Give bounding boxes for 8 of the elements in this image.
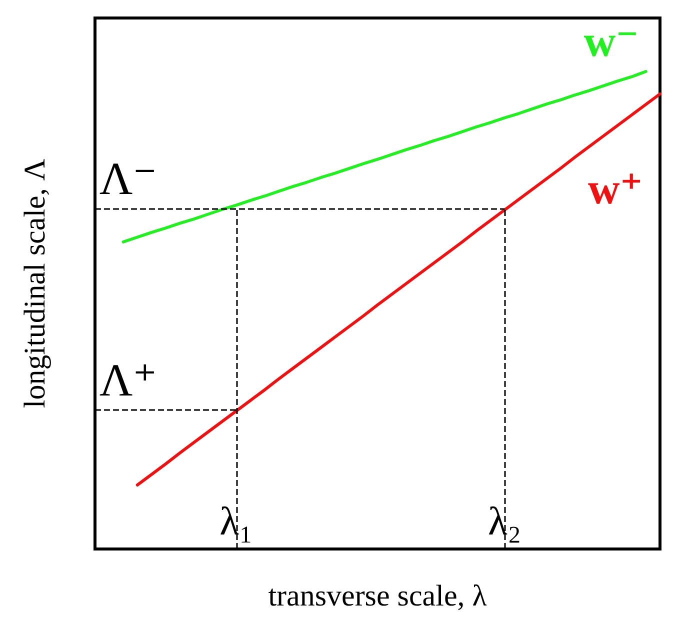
- x-tick-label: λ₂: [488, 498, 522, 544]
- y-axis-title: longitudinal scale, Λ: [18, 158, 52, 408]
- ref-line-label: Λ⁺: [99, 354, 157, 406]
- series-label: w⁻: [584, 16, 639, 66]
- series-label: w⁺: [588, 164, 643, 214]
- ref-line-label: Λ⁻: [99, 153, 157, 204]
- x-tick-label: λ₁: [220, 498, 253, 544]
- x-axis-title: transverse scale, λ: [268, 580, 488, 612]
